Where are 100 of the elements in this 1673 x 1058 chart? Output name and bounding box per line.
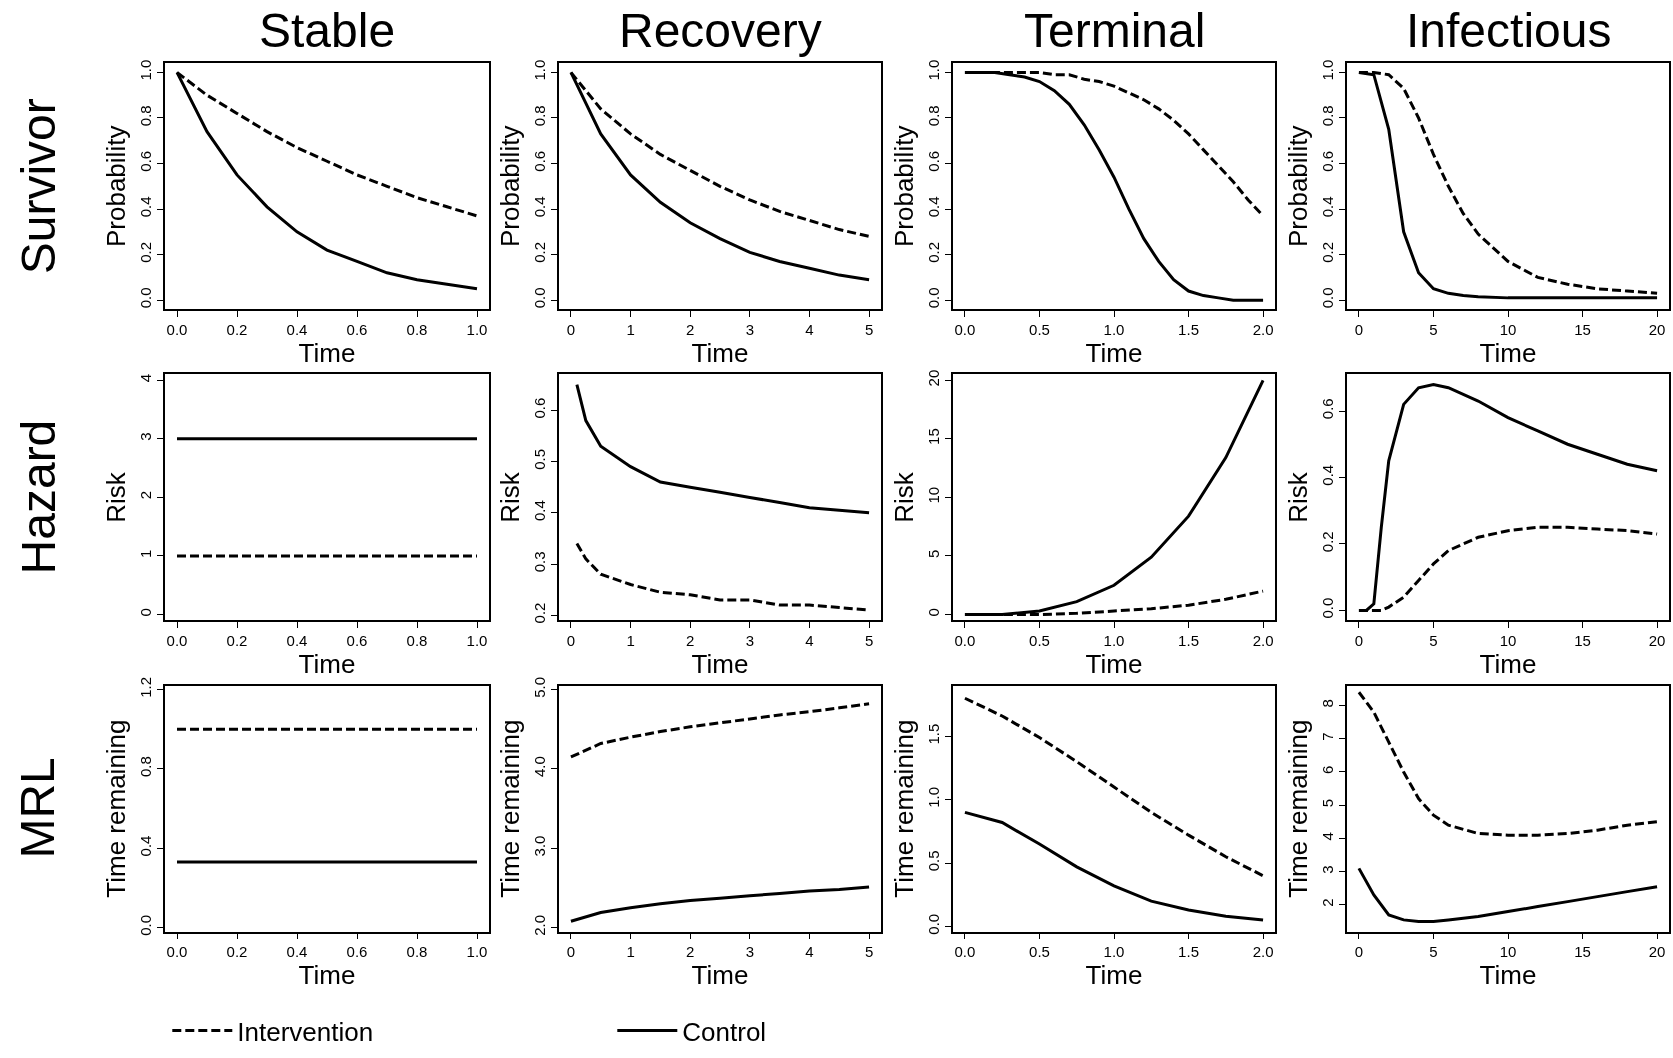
y-axis-title: Time remaining bbox=[889, 719, 920, 898]
x-tick-label: 0.4 bbox=[286, 943, 308, 961]
x-tick-label: 20 bbox=[1648, 943, 1666, 961]
y-tick-label: 2 bbox=[137, 491, 155, 500]
x-tick-label: 0.0 bbox=[166, 943, 188, 961]
y-axis-title: Time remaining bbox=[101, 719, 132, 898]
y-tick-label: 2.0 bbox=[531, 914, 549, 936]
y-tick-label: 0.2 bbox=[531, 241, 549, 263]
y-tick-label: 1.2 bbox=[137, 676, 155, 698]
legend-label: Control bbox=[682, 1016, 767, 1047]
x-tick-label: 0.8 bbox=[406, 632, 428, 650]
x-axis-title: Time bbox=[1085, 960, 1143, 991]
y-tick-label: 4.0 bbox=[531, 756, 549, 778]
y-axis-title: Probability bbox=[101, 125, 132, 247]
x-tick-label: 1.0 bbox=[1103, 321, 1125, 339]
x-axis-title: Time bbox=[1085, 338, 1143, 369]
y-tick-label: 0.8 bbox=[925, 105, 943, 127]
y-axis-title: Risk bbox=[101, 471, 132, 523]
y-tick-label: 0.5 bbox=[925, 850, 943, 872]
x-tick-label: 1.0 bbox=[1103, 943, 1125, 961]
y-tick-label: 0.0 bbox=[137, 914, 155, 936]
x-tick-label: 0.6 bbox=[346, 943, 368, 961]
x-tick-label: 0.5 bbox=[1029, 943, 1050, 961]
line-series bbox=[569, 702, 871, 759]
x-axis-title: Time bbox=[298, 338, 356, 369]
x-tick-label: 0.5 bbox=[1029, 632, 1050, 650]
x-tick-label: 0.0 bbox=[166, 321, 188, 339]
y-tick-label: 1.0 bbox=[925, 59, 943, 81]
legend-label: Intervention bbox=[237, 1016, 374, 1047]
y-tick-label: 0.6 bbox=[1319, 398, 1337, 420]
y-axis-title: Risk bbox=[889, 471, 920, 523]
y-tick-label: 4 bbox=[1319, 832, 1337, 841]
x-tick-label: 0.5 bbox=[1029, 321, 1050, 339]
x-tick-label: 0 bbox=[1354, 943, 1364, 961]
y-tick-label: 3 bbox=[137, 432, 155, 441]
y-tick-label: 1 bbox=[137, 549, 155, 558]
x-tick-label: 5 bbox=[1429, 321, 1438, 339]
line-series bbox=[963, 696, 1265, 878]
x-tick-label: 0.8 bbox=[406, 321, 428, 339]
x-axis-title: Time bbox=[691, 338, 749, 369]
x-tick-label: 3 bbox=[745, 943, 754, 961]
x-tick-label: 0.0 bbox=[954, 321, 976, 339]
chart-title: Recovery bbox=[619, 4, 822, 57]
y-tick-label: 0.5 bbox=[531, 448, 549, 470]
x-tick-label: 4 bbox=[805, 632, 814, 650]
y-axis-title: Probability bbox=[495, 125, 526, 247]
x-tick-label: 0.4 bbox=[286, 321, 308, 339]
x-tick-label: 0.4 bbox=[286, 632, 308, 650]
y-tick-label: 0.0 bbox=[925, 287, 943, 309]
y-tick-label: 0.6 bbox=[531, 150, 549, 172]
y-tick-label: 0.8 bbox=[531, 105, 549, 127]
x-tick-label: 5 bbox=[864, 632, 874, 650]
x-tick-label: 0.8 bbox=[406, 943, 428, 961]
y-tick-label: 1.0 bbox=[531, 59, 549, 81]
x-tick-label: 10 bbox=[1499, 321, 1517, 339]
y-tick-label: 1.0 bbox=[1319, 59, 1337, 81]
x-tick-label: 2.0 bbox=[1252, 943, 1274, 961]
y-tick-label: 0.2 bbox=[1319, 241, 1337, 263]
y-axis-title: Time remaining bbox=[1283, 719, 1314, 898]
y-tick-label: 0 bbox=[137, 608, 155, 617]
y-tick-label: 0.8 bbox=[137, 756, 155, 778]
chart-title: Stable bbox=[259, 4, 396, 57]
y-tick-label: 0.4 bbox=[925, 196, 943, 218]
x-tick-label: 2.0 bbox=[1252, 632, 1274, 650]
x-tick-label: 4 bbox=[805, 321, 814, 339]
line-series bbox=[963, 810, 1265, 922]
y-axis-title: Risk bbox=[495, 471, 526, 523]
x-tick-label: 5 bbox=[1429, 943, 1438, 961]
x-tick-label: 1.0 bbox=[466, 943, 488, 961]
y-tick-label: 0.2 bbox=[531, 602, 549, 624]
x-tick-label: 2 bbox=[686, 632, 695, 650]
y-axis-title: Probability bbox=[1283, 125, 1314, 247]
x-tick-label: 1.0 bbox=[466, 632, 488, 650]
y-tick-label: 0.6 bbox=[925, 150, 943, 172]
y-tick-label: 15 bbox=[925, 428, 943, 445]
x-axis-title: Time bbox=[1479, 649, 1537, 680]
y-tick-label: 0.0 bbox=[531, 287, 549, 309]
y-tick-label: 1.0 bbox=[925, 787, 943, 808]
x-tick-label: 0.6 bbox=[346, 321, 368, 339]
y-tick-label: 0.2 bbox=[925, 241, 943, 263]
x-tick-label: 2 bbox=[686, 943, 695, 961]
x-tick-label: 20 bbox=[1648, 321, 1666, 339]
x-axis-title: Time bbox=[691, 960, 749, 991]
x-tick-label: 15 bbox=[1574, 943, 1591, 961]
x-axis-title: Time bbox=[1479, 338, 1537, 369]
x-axis-title: Time bbox=[298, 649, 356, 680]
y-tick-label: 5 bbox=[925, 549, 943, 558]
x-tick-label: 2 bbox=[686, 321, 695, 339]
y-axis-title: Probability bbox=[889, 125, 920, 247]
y-tick-label: 0.8 bbox=[137, 105, 155, 127]
x-tick-label: 5 bbox=[864, 321, 874, 339]
x-tick-label: 1 bbox=[626, 943, 635, 961]
y-tick-label: 0.4 bbox=[1319, 196, 1337, 218]
x-tick-label: 2.0 bbox=[1252, 321, 1274, 339]
y-tick-label: 0.4 bbox=[137, 835, 155, 857]
y-tick-label: 0.4 bbox=[1319, 464, 1337, 486]
x-tick-label: 3 bbox=[745, 632, 754, 650]
y-axis-title: Risk bbox=[1283, 471, 1314, 523]
y-tick-label: 0.4 bbox=[531, 196, 549, 218]
x-tick-label: 0 bbox=[566, 321, 576, 339]
